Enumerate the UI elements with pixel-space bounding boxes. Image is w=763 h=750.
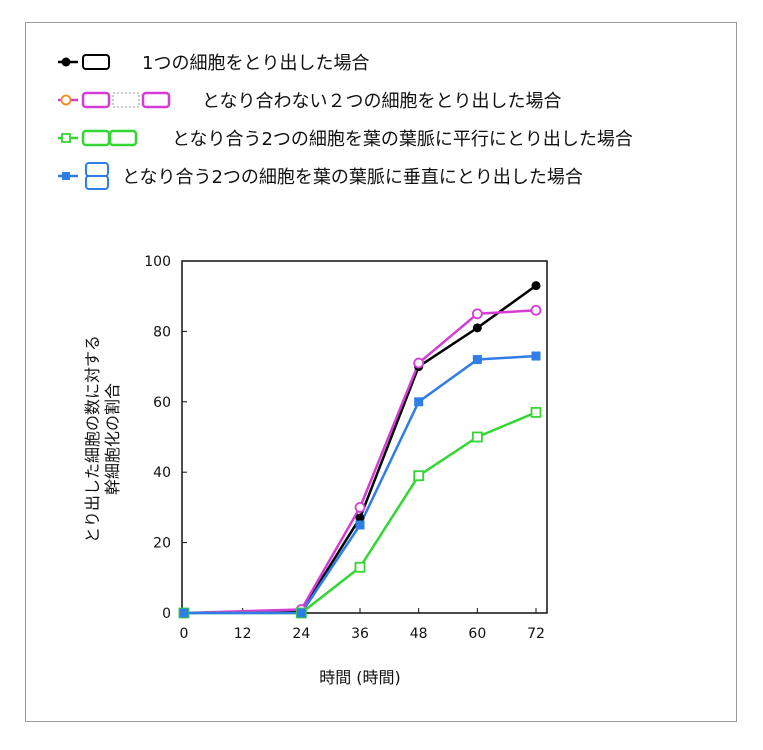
legend-item-two-perpendicular: となり合う2つの細胞を葉の葉脈に垂直にとり出した場合 xyxy=(56,157,633,195)
data-point-s0-5 xyxy=(531,281,541,291)
data-point-s1-2 xyxy=(354,501,366,513)
legend-item-two-parallel: となり合う2つの細胞を葉の葉脈に平行にとり出した場合 xyxy=(56,119,633,157)
data-point-s1-4 xyxy=(471,308,483,320)
plot-area xyxy=(181,260,548,614)
legend-label: 1つの細胞をとり出した場合 xyxy=(142,53,370,74)
y-axis-title-line-1: とり出した細胞の数に対する xyxy=(83,335,102,543)
data-point-s0-4 xyxy=(472,323,482,333)
y-tick-label: 0 xyxy=(162,606,171,622)
data-point-s3-3 xyxy=(414,397,424,407)
data-point-s0-2 xyxy=(355,513,365,523)
y-tick-label: 40 xyxy=(153,465,171,481)
legend: 1つの細胞をとり出した場合 となり合わない２つの細胞をとり出した場合 となり合う… xyxy=(56,43,633,195)
data-point-s3-1 xyxy=(296,608,306,618)
data-point-s3-0 xyxy=(179,608,189,618)
series-markers xyxy=(178,281,542,619)
x-tick-label: 12 xyxy=(234,626,252,642)
x-tick-label: 36 xyxy=(351,626,369,642)
data-point-s3-2 xyxy=(355,520,365,530)
data-point-s1-3 xyxy=(413,357,425,369)
data-point-s2-4 xyxy=(471,431,483,443)
x-tick-label: 72 xyxy=(527,626,545,642)
legend-label: となり合う2つの細胞を葉の葉脈に平行にとり出した場合 xyxy=(172,129,633,150)
y-tick-label: 20 xyxy=(153,536,171,552)
axis-ticks: 0 12 24 36 48 60 72 0 20 40 60 80 100 xyxy=(144,254,545,642)
y-tick-label: 100 xyxy=(144,254,171,270)
data-point-s2-2 xyxy=(354,561,366,573)
figure-frame: 1つの細胞をとり出した場合 となり合わない２つの細胞をとり出した場合 となり合う… xyxy=(25,22,737,722)
single-cell-icon xyxy=(58,54,110,70)
x-tick-label: 0 xyxy=(180,626,189,642)
line-chart: とり出した細胞の数に対する 幹細胞化の割合 時間 (時間) 0 12 24 36 48 6… xyxy=(83,254,548,687)
series-line-1 xyxy=(183,309,537,615)
two-cells-perpendicular-icon xyxy=(58,162,109,190)
y-axis-title-line-2: 幹細胞化の割合 xyxy=(103,383,122,495)
two-cells-parallel-icon xyxy=(58,129,138,147)
series-line-3 xyxy=(184,354,537,615)
y-tick-label: 60 xyxy=(153,395,171,411)
x-tick-label: 60 xyxy=(468,626,486,642)
legend-label: となり合う2つの細胞を葉の葉脈に垂直にとり出した場合 xyxy=(122,167,583,188)
legend-item-two-separated: となり合わない２つの細胞をとり出した場合 xyxy=(56,81,633,119)
data-point-s2-3 xyxy=(413,470,425,482)
legend-label: となり合わない２つの細胞をとり出した場合 xyxy=(202,91,562,112)
series-lines xyxy=(183,284,537,615)
data-point-s3-4 xyxy=(472,355,482,365)
series-line-0 xyxy=(183,284,537,615)
data-point-s2-5 xyxy=(530,406,542,418)
x-tick-label: 48 xyxy=(410,626,428,642)
x-tick-label: 24 xyxy=(292,626,310,642)
legend-item-single-cell: 1つの細胞をとり出した場合 xyxy=(56,43,633,81)
two-separated-cells-icon xyxy=(58,91,171,109)
data-point-s1-5 xyxy=(530,304,542,316)
x-axis-title: 時間 (時間) xyxy=(319,668,401,687)
y-tick-label: 80 xyxy=(153,324,171,340)
data-point-s3-5 xyxy=(531,351,541,361)
